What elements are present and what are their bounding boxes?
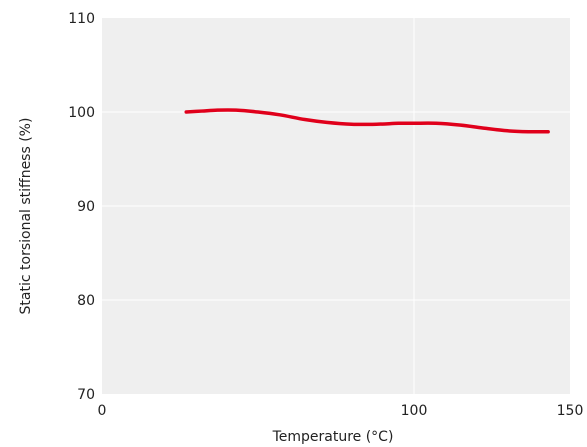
x-tick-label: 150 [557, 403, 584, 419]
x-tick-label: 100 [401, 403, 428, 419]
series-line [184, 108, 550, 134]
x-axis-label: Temperature (°C) [272, 429, 394, 445]
y-tick-label: 80 [77, 293, 95, 309]
y-tick-label: 100 [68, 105, 95, 121]
y-axis-label: Static torsional stiffness (%) [18, 118, 34, 315]
series-layer [184, 108, 550, 134]
y-axis-ticks: 70 80 90 100 110 [68, 11, 95, 403]
x-axis-ticks: 0 100 150 [98, 403, 584, 419]
y-tick-label: 110 [68, 11, 95, 27]
x-tick-label: 0 [98, 403, 107, 419]
y-tick-label: 90 [77, 199, 95, 215]
y-tick-label: 70 [77, 387, 95, 403]
grid-lines [102, 18, 570, 394]
